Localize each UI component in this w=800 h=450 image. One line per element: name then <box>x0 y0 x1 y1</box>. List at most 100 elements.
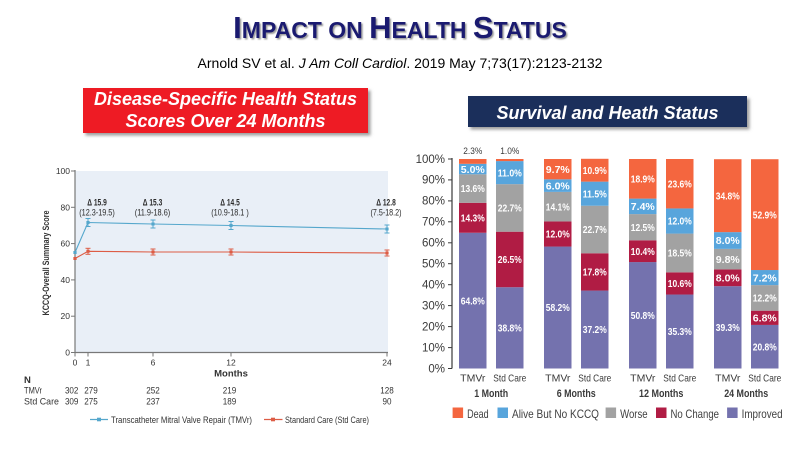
svg-text:50%: 50% <box>422 259 445 271</box>
svg-text:2.3%: 2.3% <box>463 146 482 157</box>
svg-text:52.9%: 52.9% <box>753 209 778 221</box>
svg-text:6: 6 <box>151 358 156 368</box>
svg-text:Std Care: Std Care <box>493 373 526 385</box>
svg-text:Worse: Worse <box>620 407 648 421</box>
svg-text:12.0%: 12.0% <box>668 216 693 228</box>
svg-text:17.8%: 17.8% <box>583 267 608 279</box>
svg-text:39.3%: 39.3% <box>716 322 741 334</box>
svg-text:20.8%: 20.8% <box>753 341 778 353</box>
svg-text:60%: 60% <box>422 238 445 250</box>
svg-text:38.8%: 38.8% <box>498 323 523 335</box>
svg-text:TMVr: TMVr <box>460 373 486 385</box>
svg-text:58.2%: 58.2% <box>546 302 571 314</box>
svg-text:80: 80 <box>61 202 71 212</box>
svg-text:20%: 20% <box>422 321 445 333</box>
svg-text:0: 0 <box>73 358 78 368</box>
svg-text:20: 20 <box>61 311 71 321</box>
svg-text:34.8%: 34.8% <box>716 190 741 202</box>
svg-text:(12.3-19.5): (12.3-19.5) <box>79 208 115 218</box>
svg-text:Std Care: Std Care <box>24 397 59 408</box>
svg-text:80%: 80% <box>422 196 445 208</box>
svg-text:10.4%: 10.4% <box>631 246 656 258</box>
svg-text:Months: Months <box>214 369 248 380</box>
svg-text:Improved: Improved <box>742 407 783 421</box>
svg-text:279: 279 <box>84 386 98 397</box>
svg-text:9.7%: 9.7% <box>546 164 571 176</box>
svg-text:24 Months: 24 Months <box>724 388 768 400</box>
svg-text:6.0%: 6.0% <box>546 180 571 192</box>
svg-text:12.0%: 12.0% <box>546 229 571 241</box>
svg-text:Standard Care (Std Care): Standard Care (Std Care) <box>285 415 369 426</box>
svg-text:1: 1 <box>86 358 91 368</box>
svg-text:1.0%: 1.0% <box>500 146 519 157</box>
svg-text:90%: 90% <box>422 175 445 187</box>
svg-text:(7.5-18.2): (7.5-18.2) <box>371 208 402 218</box>
svg-text:10.9%: 10.9% <box>583 165 608 177</box>
svg-text:Δ 15.9: Δ 15.9 <box>87 198 107 208</box>
svg-text:KCCQ-Overall Summary Score: KCCQ-Overall Summary Score <box>41 211 52 316</box>
svg-text:60: 60 <box>61 239 71 249</box>
svg-text:10.6%: 10.6% <box>668 278 693 290</box>
svg-text:Dead: Dead <box>467 407 489 421</box>
svg-text:309: 309 <box>65 397 79 408</box>
svg-text:64.8%: 64.8% <box>461 295 486 307</box>
svg-text:11.0%: 11.0% <box>498 167 523 179</box>
svg-text:Δ 14.5: Δ 14.5 <box>220 198 240 208</box>
svg-text:40: 40 <box>61 275 71 285</box>
svg-text:100%: 100% <box>416 154 445 166</box>
svg-text:Alive But No KCCQ: Alive But No KCCQ <box>512 407 599 421</box>
svg-text:N: N <box>24 375 31 386</box>
svg-text:Std Care: Std Care <box>663 373 696 385</box>
svg-text:37.2%: 37.2% <box>583 324 608 336</box>
svg-text:40%: 40% <box>422 280 445 292</box>
svg-text:0%: 0% <box>428 363 445 375</box>
svg-text:7.4%: 7.4% <box>631 201 656 213</box>
svg-text:Std Care: Std Care <box>578 373 611 385</box>
svg-text:237: 237 <box>146 397 160 408</box>
svg-text:12.2%: 12.2% <box>753 293 778 305</box>
svg-text:13.6%: 13.6% <box>461 183 486 195</box>
svg-text:90: 90 <box>383 397 392 408</box>
svg-text:11.5%: 11.5% <box>583 188 608 200</box>
svg-text:TMVr: TMVr <box>24 386 42 397</box>
svg-text:5.0%: 5.0% <box>461 164 486 176</box>
svg-text:30%: 30% <box>422 300 445 312</box>
svg-text:189: 189 <box>223 397 237 408</box>
svg-text:35.3%: 35.3% <box>668 326 693 338</box>
svg-text:22.7%: 22.7% <box>498 203 523 215</box>
svg-text:12: 12 <box>226 358 236 368</box>
svg-text:6.8%: 6.8% <box>753 313 778 325</box>
svg-text:219: 219 <box>223 386 237 397</box>
svg-text:302: 302 <box>65 386 79 397</box>
svg-text:128: 128 <box>380 386 394 397</box>
svg-text:8.0%: 8.0% <box>716 273 741 285</box>
svg-text:6 Months: 6 Months <box>557 388 596 400</box>
svg-text:10%: 10% <box>422 342 445 354</box>
svg-text:(11.9-18.6): (11.9-18.6) <box>135 208 171 218</box>
svg-text:50.8%: 50.8% <box>631 310 656 322</box>
svg-text:Transcatheter Mitral Valve Rep: Transcatheter Mitral Valve Repair (TMVr) <box>111 415 252 426</box>
svg-text:TMVr: TMVr <box>630 373 656 385</box>
svg-text:24: 24 <box>382 358 392 368</box>
svg-text:12.5%: 12.5% <box>631 222 656 234</box>
svg-text:TMVr: TMVr <box>715 373 741 385</box>
svg-text:9.8%: 9.8% <box>716 254 741 266</box>
svg-text:26.5%: 26.5% <box>498 254 523 266</box>
svg-text:No Change: No Change <box>671 407 720 421</box>
svg-text:22.7%: 22.7% <box>583 224 608 236</box>
svg-text:275: 275 <box>84 397 98 408</box>
svg-text:12 Months: 12 Months <box>639 388 684 400</box>
svg-text:TMVr: TMVr <box>545 373 571 385</box>
svg-text:18.9%: 18.9% <box>631 174 656 186</box>
svg-text:0: 0 <box>65 348 70 358</box>
svg-text:Δ 15.3: Δ 15.3 <box>143 198 163 208</box>
svg-text:70%: 70% <box>422 217 445 229</box>
svg-text:100: 100 <box>56 166 70 176</box>
svg-text:1 Month: 1 Month <box>474 388 508 400</box>
svg-text:7.2%: 7.2% <box>753 272 778 284</box>
svg-text:(10.9-18.1 ): (10.9-18.1 ) <box>211 208 249 218</box>
svg-text:Std Care: Std Care <box>748 373 781 385</box>
svg-text:8.0%: 8.0% <box>716 235 741 247</box>
svg-text:18.5%: 18.5% <box>668 248 693 260</box>
svg-text:Δ 12.8: Δ 12.8 <box>376 198 396 208</box>
